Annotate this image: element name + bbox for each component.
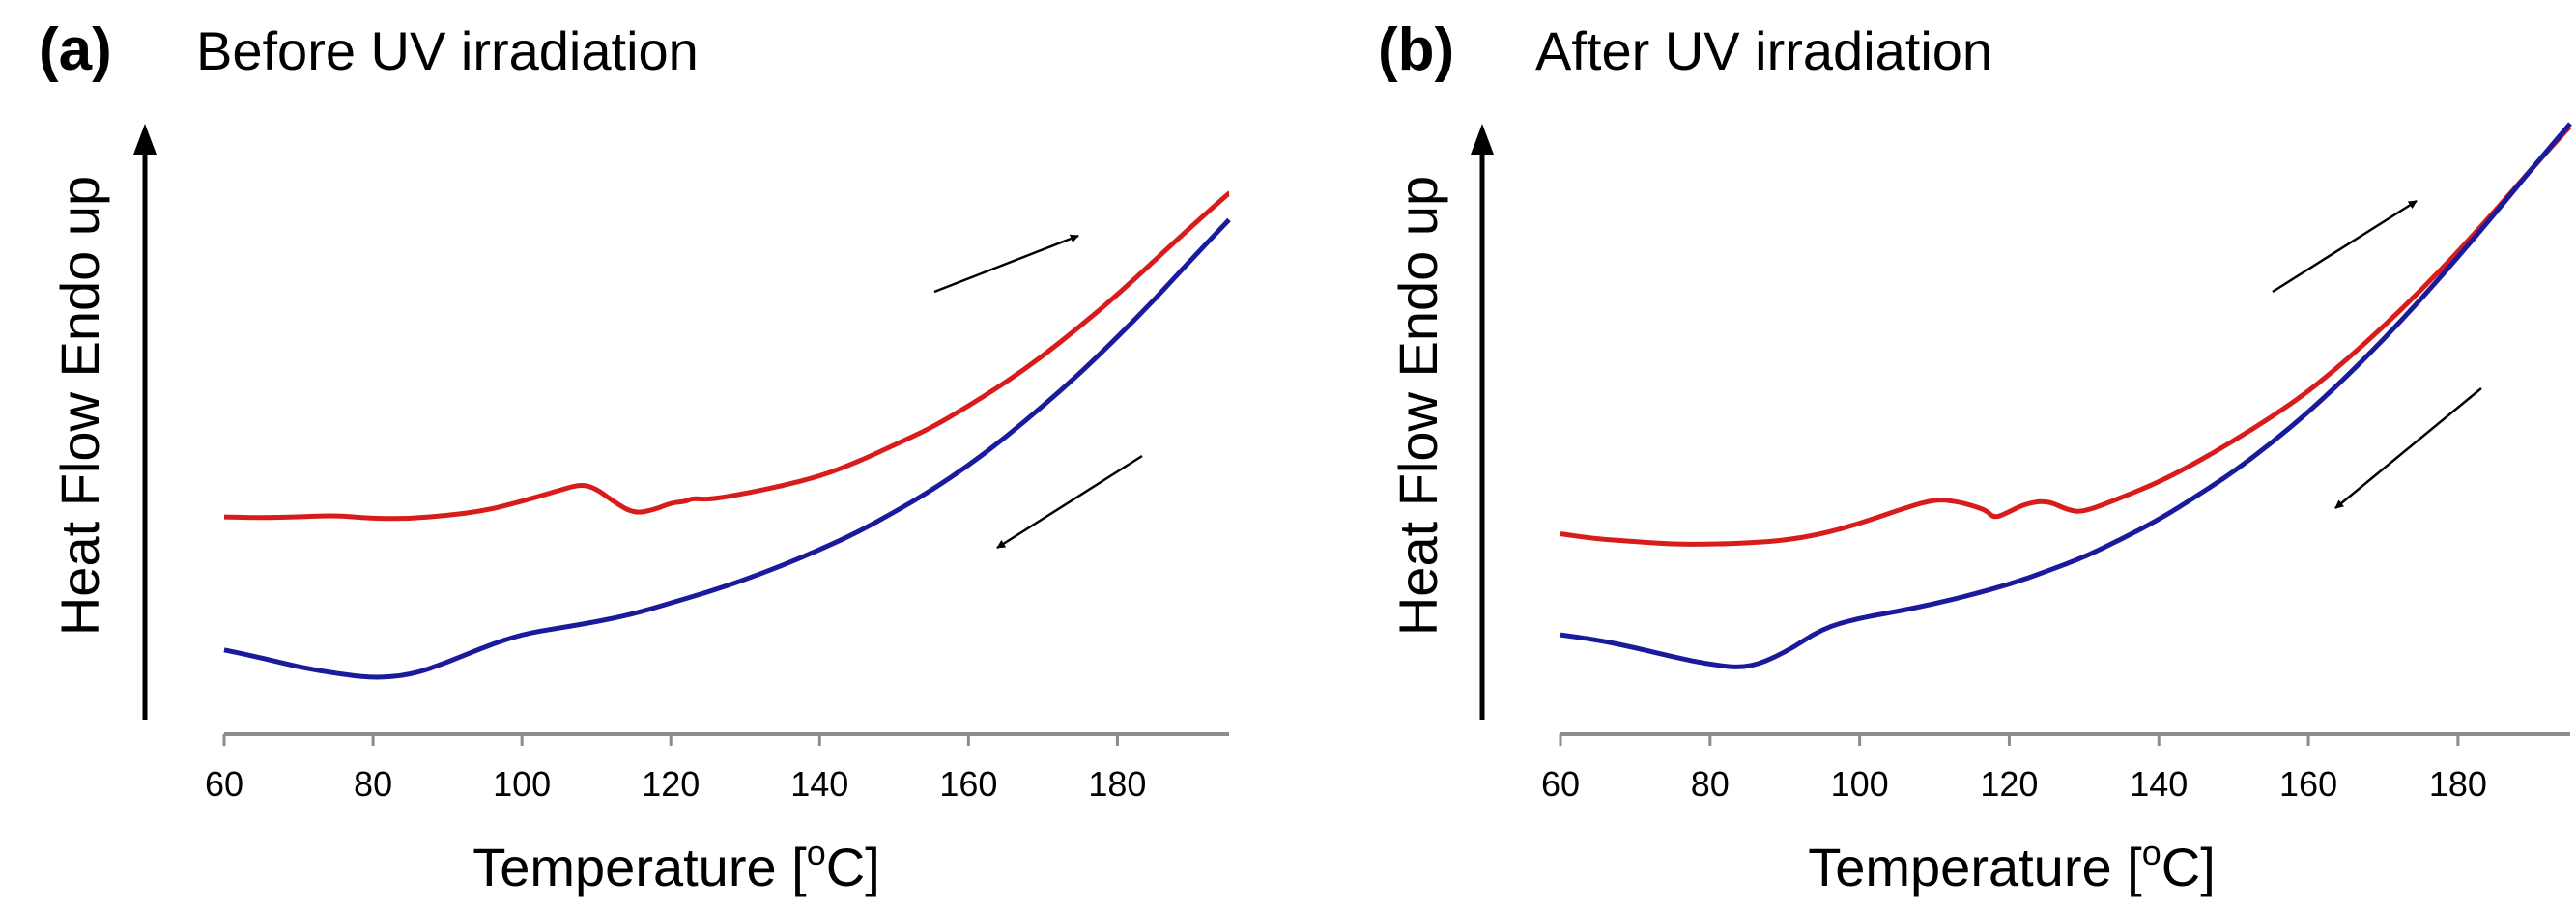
panel-a-x-tick-label: 60 xyxy=(205,764,243,804)
panel-b-heating-arrow xyxy=(2272,199,2418,294)
panel-a-y-axis-label: Heat Flow Endo up xyxy=(49,176,110,636)
panel-a-x-tick-label: 180 xyxy=(1088,764,1146,804)
panel-b-y-axis-label: Heat Flow Endo up xyxy=(1388,176,1448,636)
panel-b-x-axis-title: Temperature [oC] xyxy=(1808,833,2216,897)
panel-b-x-ticks: 60 80 100 120 140 160 180 xyxy=(1541,734,2487,804)
panel-a-cooling-arrow xyxy=(996,454,1143,550)
panel-b-cooling-arrow xyxy=(2334,387,2482,509)
panel-a-x-axis-title: Temperature [oC] xyxy=(472,833,880,897)
panel-a-cooling-line xyxy=(223,217,1231,680)
panel-b-y-axis-arrowhead xyxy=(1471,124,1494,155)
panel-b-x-tick-label: 100 xyxy=(1831,764,1889,804)
panel-a-y-axis-arrowhead xyxy=(133,124,157,155)
panel-a-x-tick-label: 100 xyxy=(493,764,551,804)
panel-a-x-tick-label: 160 xyxy=(939,764,997,804)
panel-a: (a) Before UV irradiation Heat Flow Endo… xyxy=(39,16,1231,897)
panel-a-heating-arrow xyxy=(933,234,1079,294)
panel-b-x-tick-label: 180 xyxy=(2429,764,2487,804)
panel-b-x-tick-label: 140 xyxy=(2130,764,2188,804)
panel-a-x-tick-label: 140 xyxy=(790,764,848,804)
panel-b-x-tick-label: 80 xyxy=(1691,764,1730,804)
panel-a-x-tick-label: 120 xyxy=(642,764,700,804)
panel-b-heating-line xyxy=(1560,124,2573,547)
panel-a-heating-line xyxy=(223,190,1231,522)
panel-b-x-tick-label: 160 xyxy=(2279,764,2337,804)
panel-a-x-tick-label: 80 xyxy=(354,764,392,804)
panel-b: (b) After UV irradiation Heat Flow Endo … xyxy=(1378,16,2573,897)
panel-b-x-tick-label: 60 xyxy=(1541,764,1580,804)
panel-b-cooling-line xyxy=(1560,122,2572,669)
panel-a-x-ticks: 60 80 100 120 140 160 180 xyxy=(205,734,1146,804)
panel-b-letter: (b) xyxy=(1378,16,1454,83)
panel-b-x-tick-label: 120 xyxy=(1980,764,2038,804)
panel-a-letter: (a) xyxy=(39,16,112,83)
panel-b-title: After UV irradiation xyxy=(1535,20,1992,81)
panel-a-title: Before UV irradiation xyxy=(196,20,699,81)
